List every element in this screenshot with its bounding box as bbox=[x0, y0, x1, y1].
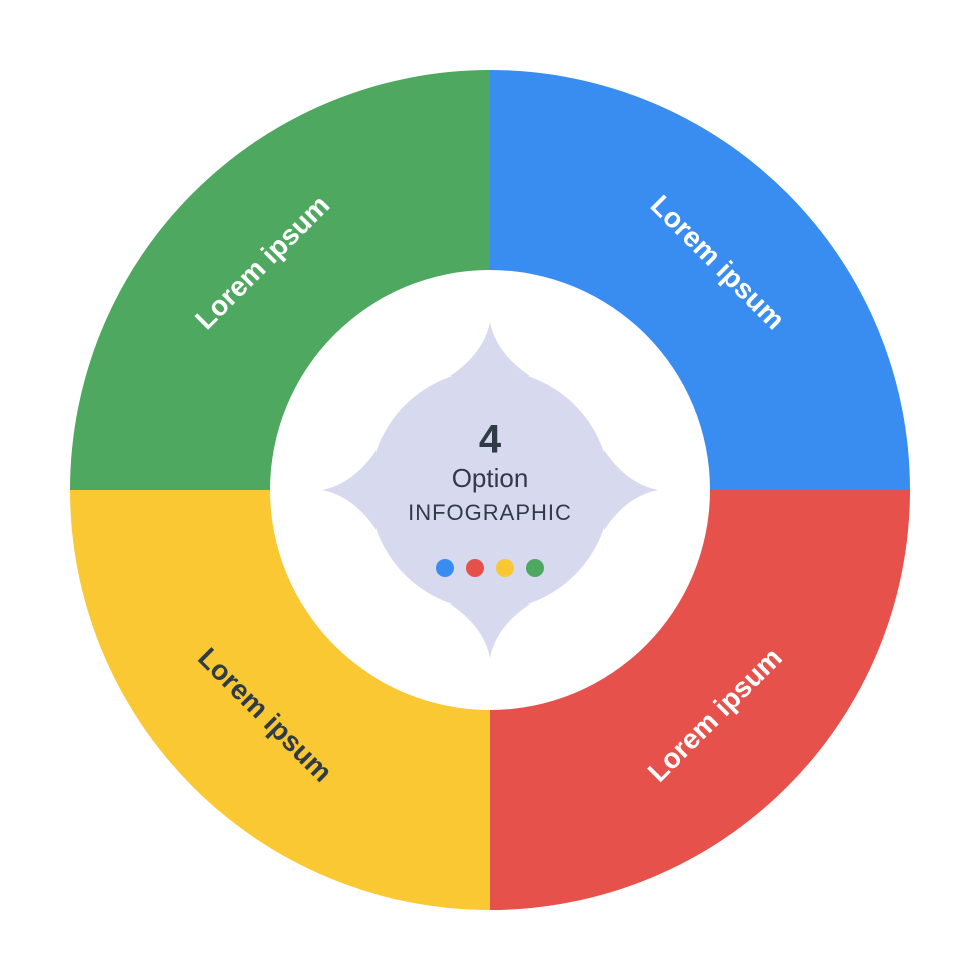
center-spike-2 bbox=[450, 604, 530, 658]
center-line3: INFOGRAPHIC bbox=[408, 500, 572, 525]
center-spike-3 bbox=[322, 450, 376, 530]
legend-dot-2 bbox=[466, 559, 484, 577]
legend-dot-4 bbox=[526, 559, 544, 577]
infographic-stage: Lorem ipsumLorem ipsumLorem ipsumLorem i… bbox=[0, 0, 980, 980]
center-number: 4 bbox=[479, 418, 502, 462]
donut-infographic: Lorem ipsumLorem ipsumLorem ipsumLorem i… bbox=[0, 0, 980, 980]
legend-dot-1 bbox=[436, 559, 454, 577]
legend-dot-3 bbox=[496, 559, 514, 577]
center-line2: Option bbox=[452, 463, 529, 493]
center-spike-0 bbox=[450, 322, 530, 376]
center-spike-1 bbox=[604, 450, 658, 530]
